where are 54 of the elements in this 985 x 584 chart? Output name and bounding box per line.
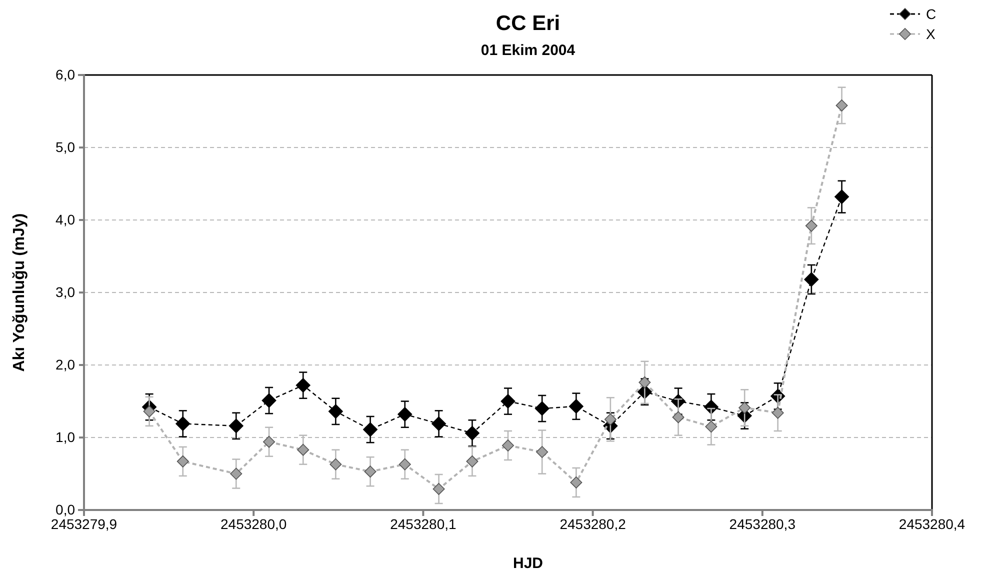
point (568, 399, 584, 414)
y-tick-label: 5,0 (56, 138, 76, 155)
y-tick-label: 0,0 (56, 501, 76, 518)
x-axis-title: HJD (512, 555, 544, 572)
point (398, 407, 412, 422)
point (464, 426, 480, 440)
point (398, 458, 411, 470)
point (363, 422, 378, 437)
point (328, 404, 343, 419)
point (432, 416, 446, 431)
x-tick-label: 2453280,3 (729, 516, 796, 532)
y-tick-label: 3,0 (56, 284, 76, 300)
legend-label: X (926, 26, 936, 42)
point (536, 446, 548, 458)
chart-subtitle: 01 Ekim 2004 (480, 42, 576, 59)
y-tick-label: 2,0 (56, 356, 76, 372)
x-tick-label: 2453280,0 (220, 516, 287, 532)
x-tick-label: 2453280,1 (390, 516, 456, 532)
point (805, 220, 818, 232)
point (297, 444, 310, 456)
point (263, 436, 276, 448)
y-axis-title: Akı Yoğunluğu (mJy) (11, 213, 28, 372)
point (638, 376, 651, 388)
point (738, 402, 751, 414)
point (570, 476, 582, 488)
point (330, 458, 342, 470)
point (705, 420, 718, 433)
point (534, 401, 550, 416)
point (176, 455, 189, 468)
y-tick-label: 4,0 (56, 211, 76, 228)
point (466, 455, 478, 468)
point (502, 439, 514, 452)
point (262, 393, 276, 408)
x-tick-label: 2453280,4 (898, 516, 966, 532)
point (228, 418, 244, 434)
y-tick-label: 1,0 (56, 428, 76, 445)
point (834, 190, 850, 204)
point (836, 99, 848, 112)
legend-label: C (926, 6, 936, 22)
point (804, 272, 819, 287)
y-tick-label: 6,0 (56, 66, 76, 82)
point (672, 411, 684, 424)
point (500, 394, 516, 409)
chart-title: CC Eri (496, 12, 560, 35)
point (230, 468, 242, 480)
point (772, 406, 784, 419)
point (143, 405, 156, 418)
x-tick-label: 2453280,2 (560, 516, 626, 532)
point (176, 416, 190, 431)
x-tick-label: 2453279,9 (50, 516, 118, 532)
point (604, 413, 616, 426)
point (432, 482, 445, 495)
point (296, 378, 310, 393)
point (364, 466, 376, 478)
